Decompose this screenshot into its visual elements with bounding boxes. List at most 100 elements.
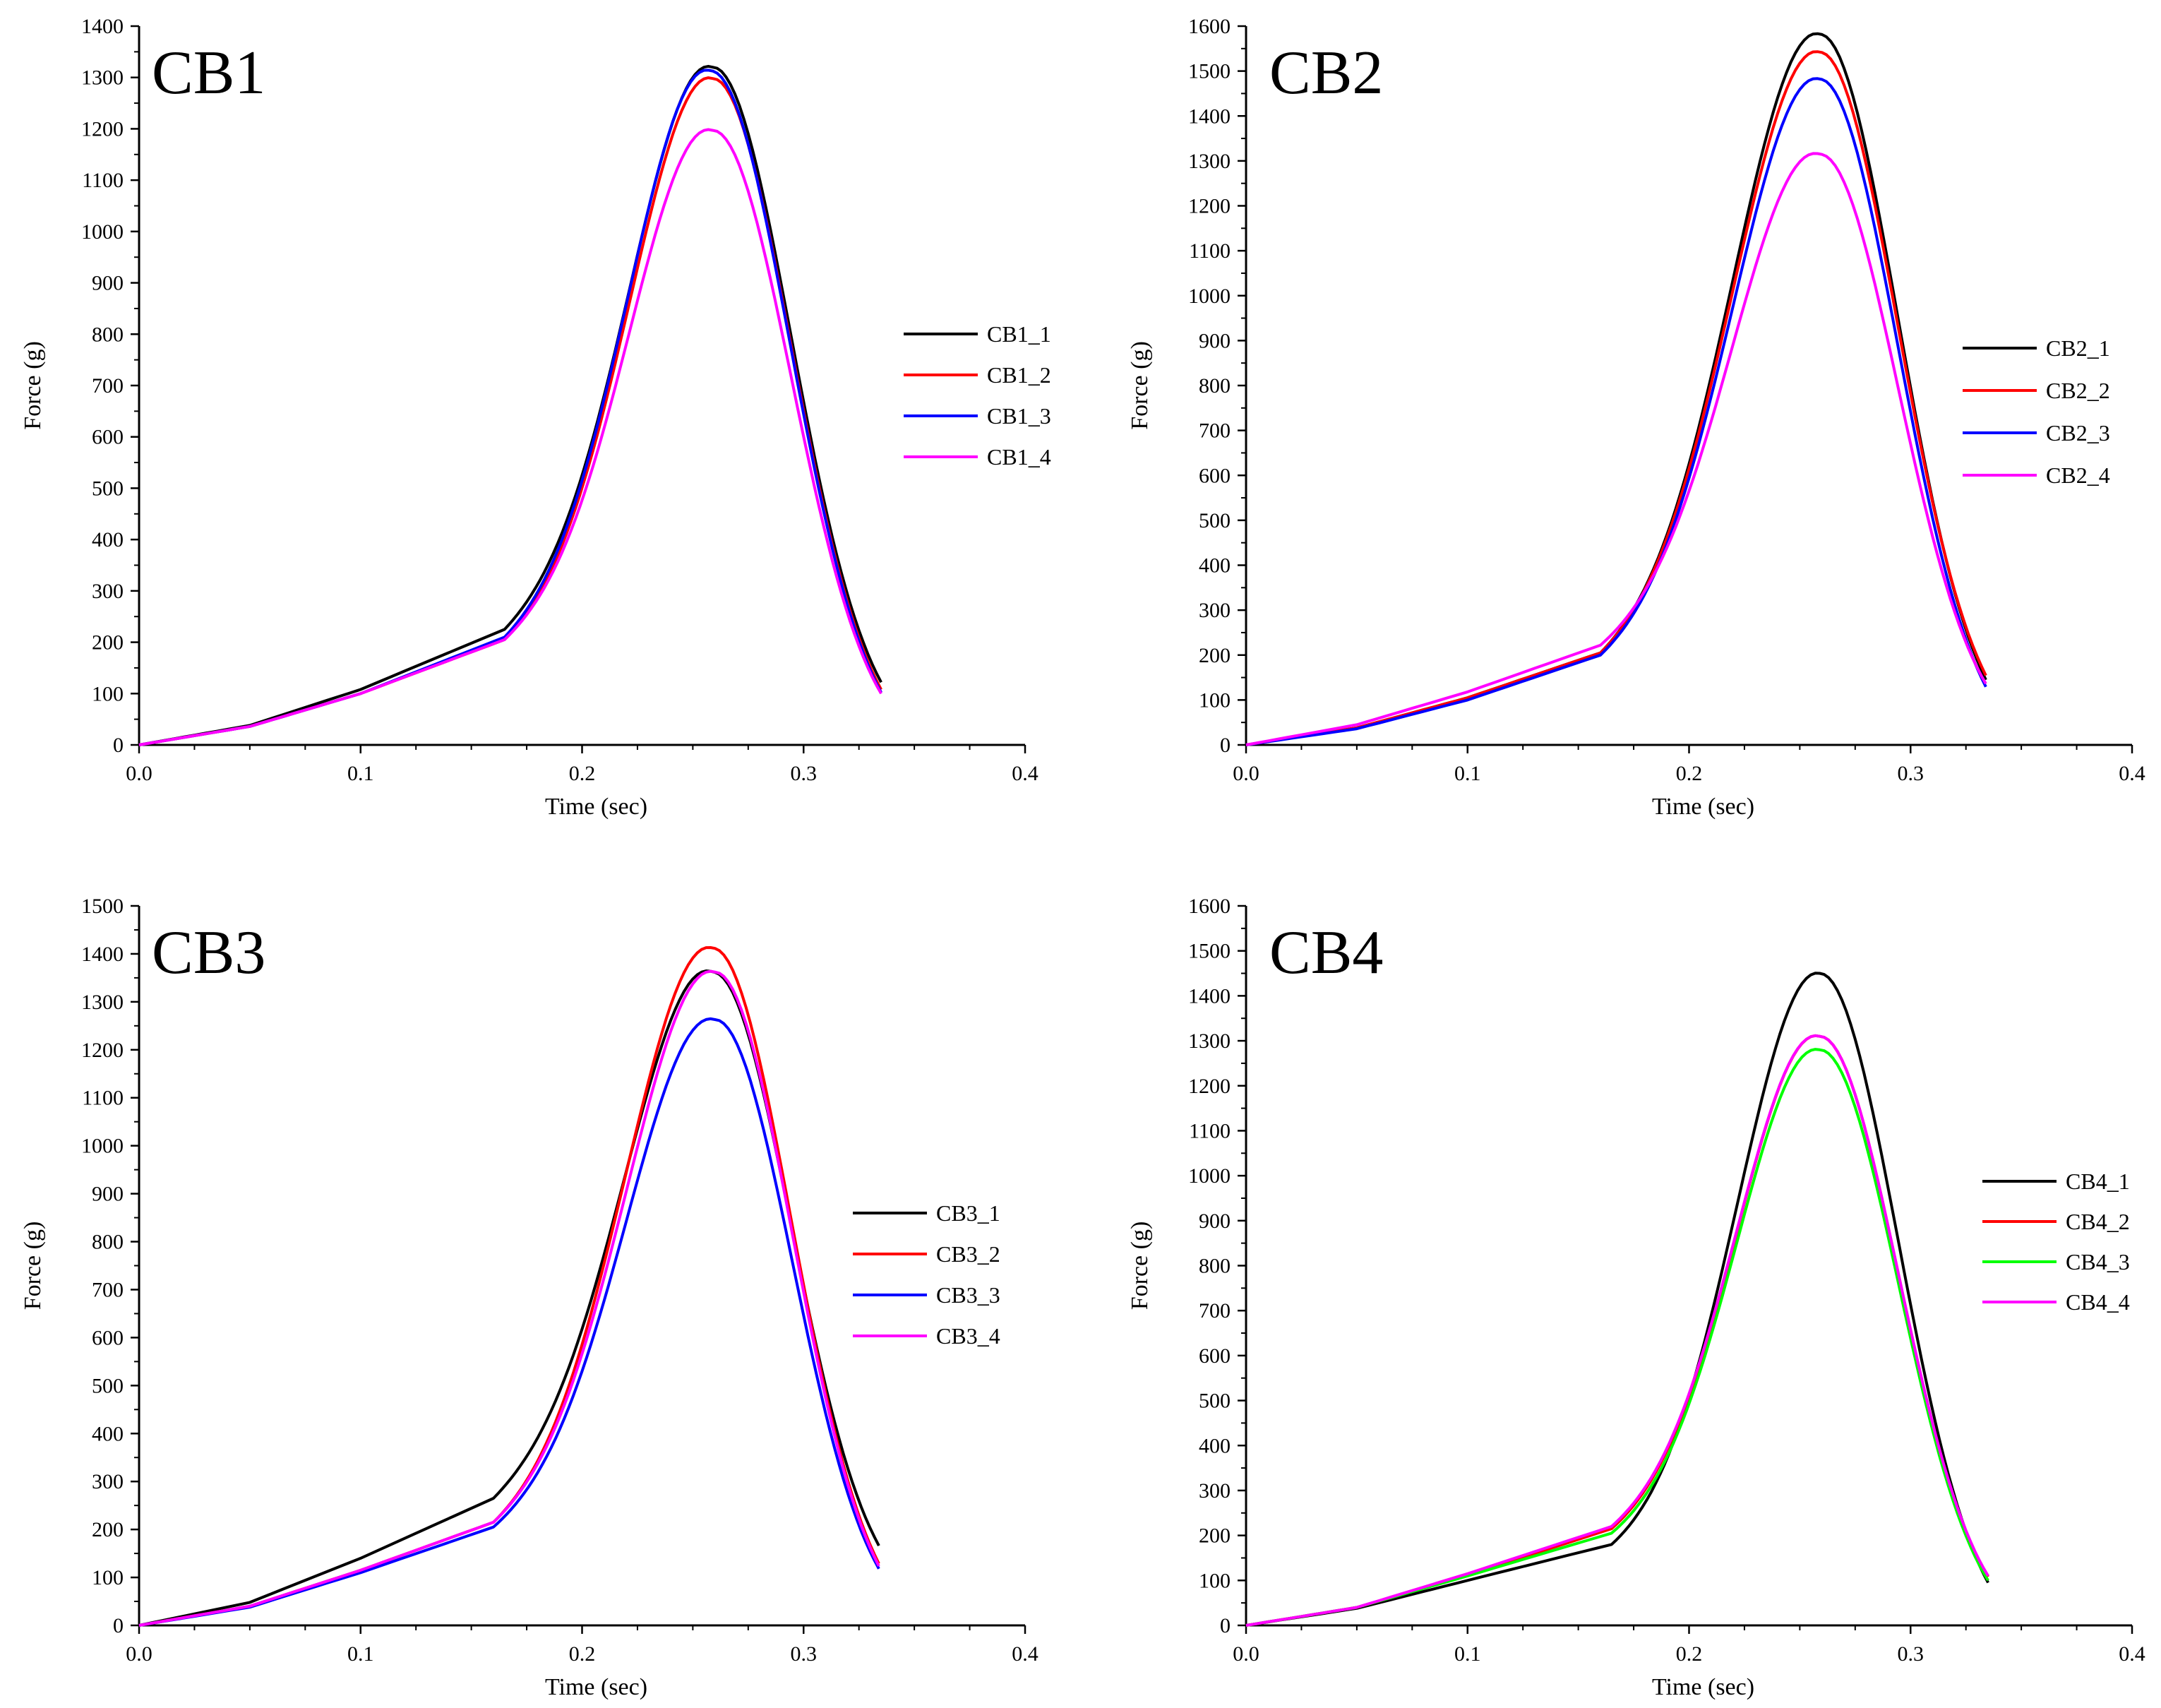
- legend-label-cb4_1: CB4_1: [2066, 1169, 2130, 1194]
- y-tick-label: 1200: [81, 117, 124, 141]
- y-tick-label: 300: [1199, 599, 1231, 622]
- x-tick-label: 0.0: [1233, 762, 1259, 785]
- x-tick-label: 0.2: [569, 762, 596, 785]
- panel-title: CB3: [152, 919, 265, 987]
- series-line-cb2_4: [1245, 152, 1987, 746]
- y-tick-label: 300: [92, 1470, 124, 1493]
- x-tick-label: 0.4: [2119, 762, 2145, 785]
- x-tick-label: 0.0: [1233, 1642, 1259, 1666]
- y-tick-label: 1500: [1188, 940, 1231, 963]
- series-line-cb4_4: [1245, 1034, 1989, 1627]
- legend-label-cb4_3: CB4_3: [2066, 1249, 2130, 1274]
- y-tick-label: 1300: [1188, 150, 1231, 173]
- chart-panel-cb2: 0 100 200 300 400 500 600 700 800 900 1000 1100 1200…: [1127, 15, 2145, 820]
- y-tick-label: 200: [1199, 644, 1231, 667]
- series-line-cb2_2: [1245, 50, 1987, 746]
- y-tick-label: 1400: [81, 15, 124, 38]
- series-line-cb3_4: [138, 969, 880, 1627]
- x-tick-label: 0.1: [347, 1642, 374, 1666]
- legend-label-cb3_2: CB3_2: [936, 1241, 1000, 1267]
- x-tick-label: 0.2: [569, 1642, 596, 1666]
- y-tick-label: 1000: [81, 1135, 124, 1158]
- x-tick-label: 0.3: [1898, 762, 1924, 785]
- y-tick-label: 1300: [81, 66, 124, 90]
- x-tick-label: 0.4: [1012, 762, 1038, 785]
- y-axis-label: Force (g): [1127, 341, 1153, 430]
- y-tick-label: 1100: [82, 169, 124, 192]
- y-tick-label: 1300: [81, 991, 124, 1014]
- legend-label-cb2_4: CB2_4: [2046, 462, 2110, 488]
- y-tick-label: 500: [1199, 509, 1231, 532]
- y-tick-label: 1300: [1188, 1029, 1231, 1053]
- y-tick-label: 800: [1199, 374, 1231, 398]
- legend-label-cb3_3: CB3_3: [936, 1282, 1000, 1308]
- y-tick-label: 1400: [1188, 104, 1231, 128]
- y-tick-label: 700: [1199, 419, 1231, 443]
- y-tick-label: 400: [1199, 554, 1231, 578]
- x-tick-label: 0.0: [126, 762, 152, 785]
- y-tick-label: 600: [92, 1326, 124, 1349]
- y-tick-label: 600: [1199, 464, 1231, 487]
- x-tick-label: 0.3: [791, 1642, 818, 1666]
- x-tick-label: 0.1: [1454, 762, 1481, 785]
- y-tick-label: 1500: [1188, 60, 1231, 83]
- y-tick-label: 900: [1199, 1210, 1231, 1233]
- y-tick-label: 700: [92, 1278, 124, 1301]
- series-line-cb4_3: [1245, 1048, 1989, 1627]
- y-tick-label: 0: [113, 1614, 124, 1637]
- y-tick-label: 900: [92, 272, 124, 295]
- x-tick-label: 0.4: [1012, 1642, 1038, 1666]
- chart-panel-cb4: 0 100 200 300 400 500 600 700 800 900 1000 1100 1200…: [1127, 895, 2145, 1700]
- y-tick-label: 400: [92, 528, 124, 551]
- y-tick-label: 100: [92, 1566, 124, 1589]
- y-tick-label: 1100: [1189, 1119, 1231, 1142]
- legend-label-cb4_2: CB4_2: [2066, 1209, 2130, 1234]
- y-tick-label: 500: [92, 1374, 124, 1397]
- y-tick-label: 0: [113, 734, 124, 757]
- x-tick-label: 0.2: [1676, 1642, 1703, 1666]
- x-tick-label: 0.3: [791, 762, 818, 785]
- series-line-cb3_1: [138, 969, 880, 1627]
- x-axis-label: Time (sec): [1652, 794, 1754, 820]
- x-axis-label: Time (sec): [545, 1674, 647, 1700]
- y-axis-label: Force (g): [20, 1222, 46, 1310]
- panel-title: CB1: [152, 39, 265, 107]
- panel-title: CB4: [1269, 919, 1383, 987]
- y-axis-label: Force (g): [1127, 1222, 1153, 1310]
- y-tick-label: 1200: [1188, 195, 1231, 218]
- y-tick-label: 1200: [81, 1039, 124, 1062]
- y-tick-label: 1400: [81, 943, 124, 966]
- legend-label-cb3_4: CB3_4: [936, 1323, 1000, 1349]
- y-tick-label: 800: [92, 1231, 124, 1254]
- chart-panel-cb3: 0 100 200 300 400 500 600 700 800 900 1000 1100 1200…: [20, 895, 1038, 1700]
- legend-label-cb1_3: CB1_3: [987, 403, 1051, 429]
- series-line-cb3_2: [138, 946, 880, 1627]
- y-tick-label: 1100: [82, 1087, 124, 1110]
- y-tick-label: 100: [92, 682, 124, 705]
- legend-label-cb3_1: CB3_1: [936, 1200, 1000, 1226]
- y-tick-label: 100: [1199, 1569, 1231, 1592]
- x-tick-label: 0.1: [347, 762, 374, 785]
- x-tick-label: 0.0: [126, 1642, 152, 1666]
- legend-label-cb4_4: CB4_4: [2066, 1289, 2130, 1315]
- series-line-cb4_2: [1245, 1034, 1989, 1627]
- y-tick-label: 1100: [1189, 239, 1231, 263]
- y-axis-label: Force (g): [20, 341, 46, 430]
- legend-label-cb2_3: CB2_3: [2046, 420, 2110, 446]
- series-line-cb1_4: [138, 128, 882, 746]
- y-tick-label: 0: [1220, 1614, 1231, 1637]
- y-tick-label: 1000: [1188, 285, 1231, 308]
- y-tick-label: 700: [1199, 1299, 1231, 1322]
- series-line-cb1_1: [138, 64, 882, 746]
- panel-title: CB2: [1269, 39, 1383, 107]
- y-tick-label: 300: [92, 580, 124, 603]
- y-tick-label: 200: [1199, 1524, 1231, 1548]
- y-tick-label: 1200: [1188, 1075, 1231, 1098]
- x-tick-label: 0.1: [1454, 1642, 1481, 1666]
- y-tick-label: 900: [1199, 329, 1231, 352]
- y-tick-label: 1600: [1188, 15, 1231, 38]
- series-line-cb1_2: [138, 76, 882, 746]
- legend-label-cb2_2: CB2_2: [2046, 378, 2110, 403]
- y-tick-label: 700: [92, 374, 124, 398]
